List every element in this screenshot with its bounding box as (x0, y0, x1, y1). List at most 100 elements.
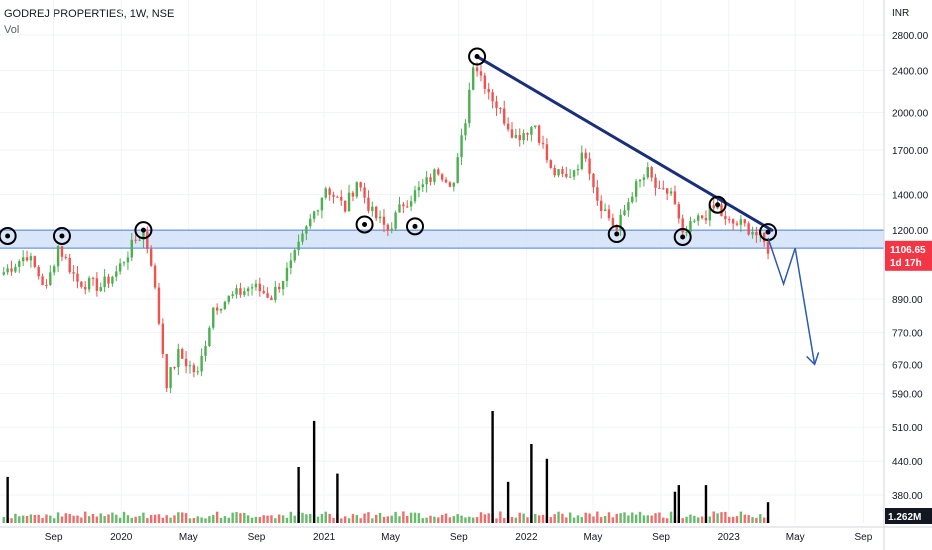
candle-body (103, 276, 106, 288)
y-tick-label: 440.00 (892, 457, 923, 468)
grid (0, 0, 884, 523)
volume-spike-bar (545, 458, 549, 523)
volume-bar (592, 516, 595, 523)
candle-body (375, 206, 378, 219)
volume-bar (196, 516, 199, 523)
candle-body (10, 268, 13, 272)
marker-circle[interactable] (52, 226, 71, 245)
candle-body (600, 200, 603, 211)
candle-body (118, 263, 122, 272)
candle-body (413, 190, 417, 202)
volume-bar (37, 514, 40, 523)
marker-circle[interactable] (468, 47, 487, 66)
volume-bar (223, 516, 227, 523)
volume-bar (685, 516, 688, 523)
candle-body (394, 212, 397, 229)
volume-bar (293, 515, 296, 523)
candle-body (475, 67, 479, 72)
volume-bar (60, 516, 64, 523)
volume-bar (557, 511, 560, 523)
volume-bar (588, 513, 591, 523)
volume-bar (231, 512, 234, 523)
candle-body (693, 220, 696, 222)
candle-body (576, 169, 580, 171)
candle-body (33, 256, 36, 267)
candle-body (231, 294, 234, 297)
candle-body (565, 173, 568, 177)
volume-bar (720, 512, 723, 523)
candle-body (518, 135, 521, 141)
marker-circle[interactable] (0, 226, 17, 245)
candle-body (200, 355, 203, 372)
volume-bar (363, 513, 366, 523)
marker-circle[interactable] (134, 221, 153, 240)
volume-bar (215, 511, 219, 523)
candle-body (503, 108, 506, 124)
volume-bar (181, 512, 184, 523)
volume-bar (697, 517, 700, 523)
volume-bar (367, 512, 370, 523)
projection-arrow[interactable] (767, 237, 816, 365)
volume-bar (208, 516, 211, 523)
volume-bar (518, 512, 521, 523)
volume-bar (409, 512, 413, 523)
volume-bar (200, 517, 203, 523)
candle-body (390, 228, 393, 231)
candle-body (665, 188, 669, 194)
volume-bar (161, 517, 165, 523)
volume-bar (149, 514, 153, 523)
volume-bar (576, 515, 580, 523)
volume-bar (499, 511, 502, 523)
candle-body (266, 293, 269, 298)
candle-body (285, 267, 289, 281)
y-tick-label: 890.00 (892, 295, 923, 306)
candle-body (219, 309, 223, 311)
volume-bar (49, 515, 52, 523)
marker-circle[interactable] (405, 217, 424, 236)
candle-body (347, 192, 351, 212)
marker-circle[interactable] (355, 215, 374, 234)
volume-bar (68, 513, 71, 523)
volume-bar (262, 515, 265, 523)
y-tick-label: 670.00 (892, 360, 923, 371)
volume-bar (328, 513, 331, 523)
volume-bar (246, 515, 250, 523)
volume-spike-bar (491, 411, 494, 523)
volume-bar (747, 515, 750, 523)
volume-bar (45, 514, 48, 523)
candle-body (134, 239, 137, 241)
candle-body (87, 277, 91, 290)
volume-bar (421, 518, 424, 523)
resistance-trendline[interactable] (475, 55, 774, 232)
marker-circle[interactable] (708, 195, 727, 214)
volume-bar (212, 514, 215, 523)
volume-bar (340, 518, 343, 523)
y-tick-label: 770.00 (892, 328, 923, 339)
candle-body (681, 218, 684, 233)
volume-bar (716, 513, 719, 523)
candle-body (351, 192, 355, 197)
drawings[interactable] (0, 47, 820, 366)
candle-body (557, 169, 560, 176)
candle-body (448, 182, 452, 187)
volume-bar (402, 511, 405, 523)
volume-bar (510, 516, 514, 523)
marker-circle[interactable] (673, 227, 692, 246)
volume-bar (483, 514, 487, 523)
candles (2, 62, 770, 394)
last-price-tag[interactable] (885, 240, 932, 271)
volume-bar (759, 514, 762, 523)
candle-body (21, 257, 25, 262)
volume-bar (87, 516, 91, 523)
candle-body (289, 260, 293, 268)
candle-body (464, 123, 467, 136)
volume-bar (76, 515, 79, 523)
marker-circle[interactable] (607, 225, 626, 244)
candle-body (281, 280, 285, 290)
candle-body (111, 276, 114, 284)
volume-bar (122, 511, 126, 523)
volume-bar (107, 514, 110, 523)
candle-body (76, 273, 79, 282)
